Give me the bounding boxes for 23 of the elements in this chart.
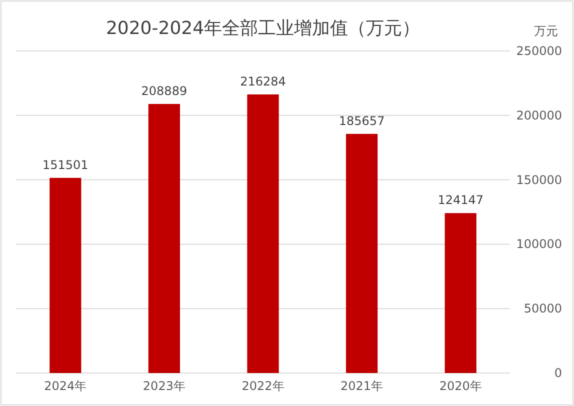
chart-title: 2020-2024年全部工业增加值（万元） [106, 18, 420, 39]
y-tick-label: 150000 [516, 172, 562, 187]
bar [247, 94, 279, 373]
y-axis-title: 万元 [534, 24, 558, 38]
data-label: 185657 [338, 114, 385, 128]
y-tick-label: 0 [554, 366, 562, 380]
y-tick-label: 50000 [524, 302, 562, 316]
bar [444, 213, 476, 373]
y-tick-label: 200000 [516, 108, 562, 122]
data-label: 216284 [240, 74, 286, 88]
data-label: 151501 [42, 158, 88, 172]
bar [346, 134, 378, 373]
x-tick-label: 2023年 [142, 379, 186, 393]
x-tick-label: 2020年 [439, 379, 482, 393]
data-label: 124147 [438, 193, 484, 208]
y-tick-label: 250000 [516, 44, 562, 58]
data-label: 208889 [141, 84, 188, 98]
bar [50, 178, 82, 373]
x-tick-label: 2022年 [242, 379, 284, 393]
bar [148, 104, 180, 373]
x-tick-label: 2021年 [340, 379, 384, 393]
y-tick-label: 100000 [516, 237, 562, 252]
x-tick-label: 2024年 [44, 379, 87, 393]
